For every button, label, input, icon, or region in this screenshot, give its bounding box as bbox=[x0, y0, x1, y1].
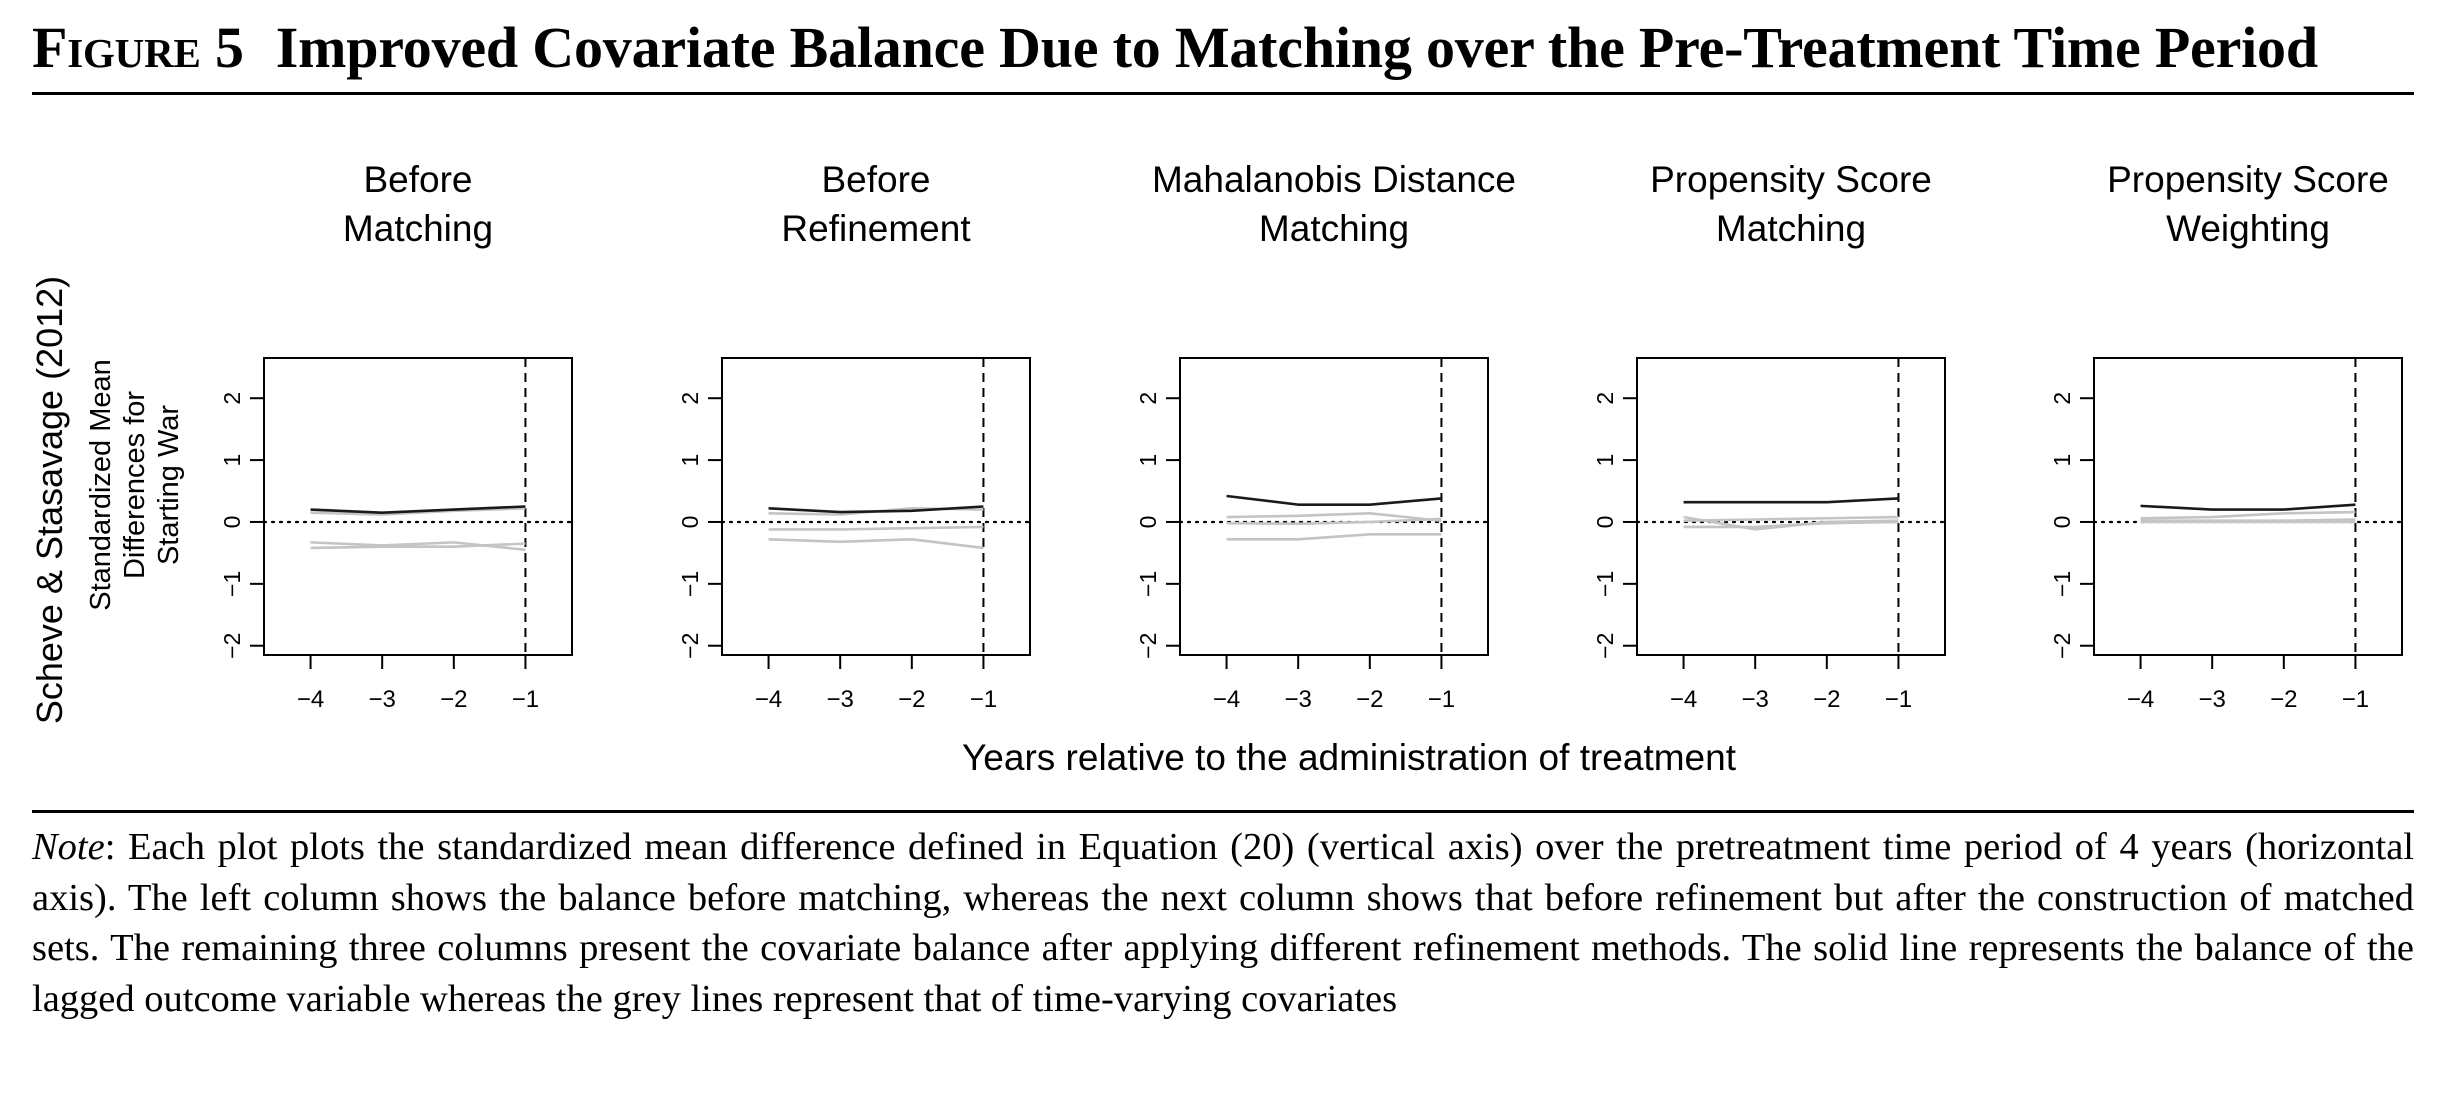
xtick-label: −1 bbox=[1885, 686, 1912, 713]
covariate-series-line bbox=[1226, 533, 1442, 541]
title-rule bbox=[32, 92, 2414, 95]
ytick-label: 1 bbox=[1135, 454, 1161, 467]
covariate-series-line bbox=[2140, 518, 2356, 523]
xtick-label: −1 bbox=[970, 686, 997, 713]
ytick-label: −1 bbox=[1592, 571, 1618, 597]
ylabel-line: Differences for bbox=[119, 391, 151, 579]
ytick-label: 2 bbox=[1592, 392, 1618, 405]
plot-frame bbox=[721, 357, 1031, 656]
figure-label: Figure 5 bbox=[32, 15, 244, 80]
xtick-label: −4 bbox=[1670, 686, 1697, 713]
ytick-label: 0 bbox=[2049, 516, 2075, 529]
ytick-label: 0 bbox=[1135, 516, 1161, 529]
xtick-label: −3 bbox=[2198, 686, 2225, 713]
ytick-label: −1 bbox=[1135, 571, 1161, 597]
note-text: : Each plot plots the standardized mean … bbox=[32, 826, 2414, 1020]
xtick-label: −3 bbox=[826, 686, 853, 713]
panel-title: Propensity Score bbox=[1650, 159, 1932, 200]
panel-title: Matching bbox=[1716, 208, 1866, 249]
plot-frame bbox=[1636, 357, 1946, 656]
note-label: Note bbox=[32, 826, 105, 868]
xtick-label: −1 bbox=[1428, 686, 1455, 713]
ytick-label: −2 bbox=[2049, 633, 2075, 659]
ytick-label: 2 bbox=[1135, 392, 1161, 405]
figure-title: Figure 5 Improved Covariate Balance Due t… bbox=[32, 14, 2318, 81]
panel-title: Weighting bbox=[2166, 208, 2330, 249]
figure-note: Note: Each plot plots the standardized m… bbox=[32, 822, 2414, 1024]
ytick-label: −2 bbox=[677, 633, 703, 659]
covariate-series-line bbox=[768, 537, 984, 550]
ytick-label: 2 bbox=[2049, 392, 2075, 405]
lagged-outcome-line bbox=[768, 505, 984, 514]
xtick-label: −4 bbox=[2127, 686, 2154, 713]
covariate-series-line bbox=[310, 542, 526, 550]
lagged-outcome-line bbox=[1226, 494, 1442, 506]
ytick-label: 0 bbox=[1592, 516, 1618, 529]
plot-frame bbox=[263, 357, 573, 656]
xtick-label: −2 bbox=[1813, 686, 1840, 713]
xlabel: Years relative to the administration of … bbox=[962, 737, 1737, 778]
ytick-label: 1 bbox=[2049, 454, 2075, 467]
xtick-label: −2 bbox=[2270, 686, 2297, 713]
ytick-label: 0 bbox=[219, 516, 245, 529]
ytick-label: 1 bbox=[677, 454, 703, 467]
lagged-outcome-line bbox=[310, 505, 526, 514]
ylabel-line: Standardized Mean bbox=[85, 359, 117, 611]
xtick-label: −2 bbox=[898, 686, 925, 713]
covariate-series-line bbox=[1683, 515, 1899, 523]
figure-title-text: Improved Covariate Balance Due to Matchi… bbox=[275, 15, 2318, 80]
xtick-label: −3 bbox=[1741, 686, 1768, 713]
panel-title: Before bbox=[821, 159, 930, 200]
ytick-label: 0 bbox=[677, 516, 703, 529]
ytick-label: −2 bbox=[1592, 633, 1618, 659]
xtick-label: −4 bbox=[755, 686, 782, 713]
ytick-label: −1 bbox=[219, 571, 245, 597]
ytick-label: 2 bbox=[677, 392, 703, 405]
xtick-label: −1 bbox=[2342, 686, 2369, 713]
xtick-label: −4 bbox=[297, 686, 324, 713]
ytick-label: −2 bbox=[219, 633, 245, 659]
covariate-series-line bbox=[310, 507, 526, 516]
lagged-outcome-line bbox=[2140, 503, 2356, 511]
xtick-label: −3 bbox=[1284, 686, 1311, 713]
panel-title: Before bbox=[363, 159, 472, 200]
xtick-label: −1 bbox=[512, 686, 539, 713]
ytick-label: −1 bbox=[2049, 571, 2075, 597]
ytick-label: 2 bbox=[219, 392, 245, 405]
ytick-label: 1 bbox=[1592, 454, 1618, 467]
xtick-label: −3 bbox=[368, 686, 395, 713]
row-label: Scheve & Stasavage (2012) bbox=[29, 276, 70, 724]
ytick-label: −2 bbox=[1135, 633, 1161, 659]
xtick-label: −2 bbox=[1356, 686, 1383, 713]
panel-title: Mahalanobis Distance bbox=[1152, 159, 1516, 200]
xtick-label: −4 bbox=[1213, 686, 1240, 713]
plot-frame bbox=[1179, 357, 1489, 656]
ytick-label: 1 bbox=[219, 454, 245, 467]
panel-title: Refinement bbox=[781, 208, 971, 249]
note-rule bbox=[32, 810, 2414, 813]
xtick-label: −2 bbox=[440, 686, 467, 713]
panel-title: Matching bbox=[343, 208, 493, 249]
covariate-series-line bbox=[1683, 520, 1899, 529]
ytick-label: −1 bbox=[677, 571, 703, 597]
lagged-outcome-line bbox=[1683, 497, 1899, 504]
panel-title: Propensity Score bbox=[2107, 159, 2389, 200]
covariate-series-line bbox=[768, 525, 984, 531]
ylabel-line: Starting War bbox=[153, 405, 185, 565]
covariate-series-line bbox=[1226, 517, 1442, 526]
balance-chart: Scheve & Stasavage (2012) Standardized Me… bbox=[29, 159, 2404, 778]
covariate-series-line bbox=[1226, 512, 1442, 523]
panel-title: Matching bbox=[1259, 208, 1409, 249]
plot-frame bbox=[2093, 357, 2403, 656]
covariate-series-line bbox=[2140, 510, 2356, 520]
